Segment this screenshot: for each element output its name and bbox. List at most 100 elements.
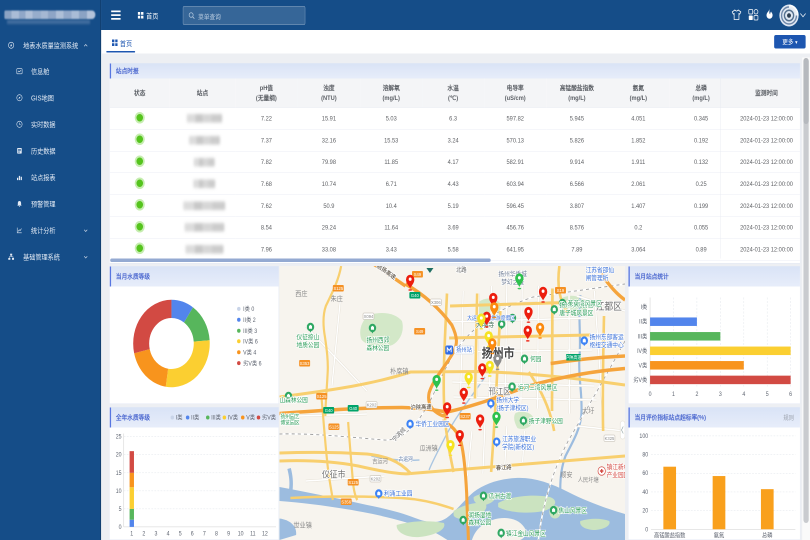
svg-text:江苏省邵仙: 江苏省邵仙 xyxy=(586,266,614,274)
svg-text:III类: III类 xyxy=(638,332,648,341)
svg-text:扬州站: 扬州站 xyxy=(456,346,472,355)
svg-text:扬州大学: 扬州大学 xyxy=(496,396,519,405)
svg-text:2: 2 xyxy=(695,392,698,398)
svg-text:X306: X306 xyxy=(431,300,441,305)
svg-text:扬子津野公园: 扬子津野公园 xyxy=(529,417,563,426)
svg-text:10: 10 xyxy=(116,489,122,495)
svg-text:100: 100 xyxy=(639,434,648,440)
svg-text:沪陕高速: 沪陕高速 xyxy=(410,402,432,411)
svg-text:S49: S49 xyxy=(416,329,424,334)
svg-text:大明寺: 大明寺 xyxy=(476,320,495,330)
svg-text:(扬子津校区): (扬子津校区) xyxy=(496,404,528,413)
svg-text:S353: S353 xyxy=(300,361,310,366)
svg-text:沪陕高速: 沪陕高速 xyxy=(410,402,432,411)
svg-text:茱萸湾风景区: 茱萸湾风景区 xyxy=(568,299,602,308)
svg-text:6: 6 xyxy=(191,531,194,537)
svg-text:华侨工业园区: 华侨工业园区 xyxy=(416,420,450,429)
svg-text:III类: III类 xyxy=(211,413,221,422)
svg-text:K202: K202 xyxy=(367,402,377,407)
svg-text:V类 4: V类 4 xyxy=(243,348,256,357)
svg-text:4: 4 xyxy=(167,531,170,537)
svg-text:9: 9 xyxy=(227,531,230,537)
svg-text:扬州园艺: 扬州园艺 xyxy=(280,412,299,421)
svg-text:V类: V类 xyxy=(246,413,255,422)
svg-text:北路: 北路 xyxy=(456,266,467,274)
svg-text:0: 0 xyxy=(645,527,648,533)
svg-text:邗江区: 邗江区 xyxy=(488,387,510,397)
svg-text:森林公园: 森林公园 xyxy=(468,518,491,527)
svg-text:IV类 6: IV类 6 xyxy=(243,337,258,346)
svg-text:古运河: 古运河 xyxy=(398,455,412,464)
svg-text:20: 20 xyxy=(642,508,648,514)
svg-text:III类 3: III类 3 xyxy=(243,327,257,336)
svg-text:扬州市观音山: 扬州市观音山 xyxy=(559,301,593,310)
svg-text:何园: 何园 xyxy=(530,355,541,364)
svg-text:仪征市: 仪征市 xyxy=(322,469,346,480)
svg-text:K325: K325 xyxy=(605,436,615,441)
svg-text:0: 0 xyxy=(649,392,652,398)
svg-text:II类: II类 xyxy=(639,317,647,326)
svg-text:0: 0 xyxy=(119,525,122,531)
svg-text:学院(新校区): 学院(新校区) xyxy=(502,443,534,452)
svg-text:S125: S125 xyxy=(333,286,343,291)
svg-text:江苏旅游职业: 江苏旅游职业 xyxy=(502,435,536,444)
svg-text:80: 80 xyxy=(642,452,648,458)
svg-text:5: 5 xyxy=(119,507,122,513)
svg-text:15: 15 xyxy=(116,471,122,477)
svg-text:产业园区: 产业园区 xyxy=(607,471,625,480)
svg-text:西庄: 西庄 xyxy=(295,289,308,299)
svg-text:S237: S237 xyxy=(460,414,470,419)
svg-text:镇江金山风景区: 镇江金山风景区 xyxy=(506,529,546,538)
svg-text:春江路: 春江路 xyxy=(496,463,512,472)
svg-text:5: 5 xyxy=(766,392,769,398)
svg-text:I类 0: I类 0 xyxy=(243,305,254,314)
svg-text:山森林公园: 山森林公园 xyxy=(279,396,307,405)
svg-text:高锰酸盐指数: 高锰酸盐指数 xyxy=(654,531,686,539)
svg-text:3: 3 xyxy=(155,531,158,537)
svg-text:森林公园: 森林公园 xyxy=(367,344,390,353)
svg-text:G40: G40 xyxy=(349,406,357,411)
svg-text:2: 2 xyxy=(142,531,145,537)
svg-text:60: 60 xyxy=(642,471,648,477)
svg-text:5: 5 xyxy=(179,531,182,537)
svg-text:梦幻之城: 梦幻之城 xyxy=(501,278,524,287)
svg-text:扬州华侨城: 扬州华侨城 xyxy=(498,270,526,279)
svg-text:3: 3 xyxy=(719,392,722,398)
svg-text:1: 1 xyxy=(130,531,133,537)
svg-text:II类 2: II类 2 xyxy=(243,316,256,325)
svg-text:利涌工业园: 利涌工业园 xyxy=(384,489,412,498)
svg-text:博览园区: 博览园区 xyxy=(280,418,299,427)
svg-text:焦山风景区: 焦山风景区 xyxy=(559,506,587,515)
svg-text:闸管理所: 闸管理所 xyxy=(586,274,609,283)
svg-text:氨氮: 氨氮 xyxy=(714,531,725,539)
svg-text:江都区: 江都区 xyxy=(596,300,622,312)
svg-text:朱庄: 朱庄 xyxy=(331,294,344,304)
svg-text:S356: S356 xyxy=(341,499,351,504)
svg-text:劣V类 6: 劣V类 6 xyxy=(243,359,261,368)
svg-text:扬州西郊: 扬州西郊 xyxy=(367,336,390,345)
svg-text:扬州东部客运: 扬州东部客运 xyxy=(590,333,624,342)
svg-text:1: 1 xyxy=(672,392,675,398)
svg-text:劣V类: 劣V类 xyxy=(262,413,276,422)
svg-text:顺安: 顺安 xyxy=(560,470,573,480)
svg-text:40: 40 xyxy=(642,490,648,496)
svg-text:镇江新材: 镇江新材 xyxy=(607,463,625,472)
svg-text:S125: S125 xyxy=(329,424,339,429)
svg-text:运河三湾风景区: 运河三湾风景区 xyxy=(518,383,558,392)
svg-text:北路: 北路 xyxy=(456,266,467,274)
svg-text:润扬湿地: 润扬湿地 xyxy=(468,511,491,520)
svg-text:枢纽交通中心: 枢纽交通中心 xyxy=(590,341,624,350)
svg-text:沪陕高速: 沪陕高速 xyxy=(565,354,582,361)
svg-text:人民圩塘: 人民圩塘 xyxy=(578,476,599,485)
svg-text:唐子城风景区: 唐子城风景区 xyxy=(559,309,593,318)
svg-text:IV类: IV类 xyxy=(637,346,648,355)
svg-text:S19: S19 xyxy=(557,288,565,293)
svg-text:K202: K202 xyxy=(371,476,381,481)
svg-text:瓜洲古渡: 瓜洲古渡 xyxy=(489,492,512,501)
svg-text:劣V类: 劣V类 xyxy=(633,376,647,385)
svg-text:S125: S125 xyxy=(348,480,358,485)
svg-text:X094: X094 xyxy=(364,314,374,319)
svg-text:大圩: 大圩 xyxy=(582,406,595,416)
svg-text:7: 7 xyxy=(203,531,206,537)
svg-text:6: 6 xyxy=(789,392,792,398)
